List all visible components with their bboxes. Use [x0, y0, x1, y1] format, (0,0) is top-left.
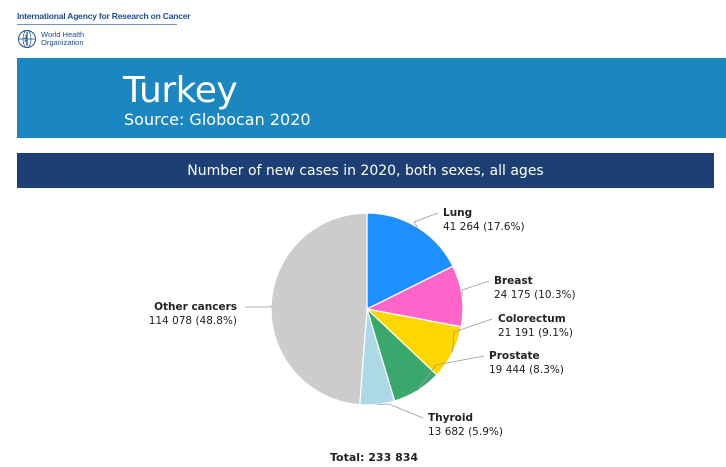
pie-chart: Lung 41 264 (17.6%) Breast 24 175 (10.3%) Co…: [149, 207, 576, 438]
slice-value-label: 24 175 (10.3%): [494, 289, 576, 301]
slice-value-label: 41 264 (17.6%): [443, 221, 525, 233]
who-name-line2: Organization: [41, 38, 84, 47]
who-logo: World Health Organization: [17, 29, 177, 49]
leader-line: [245, 305, 272, 308]
leader-line: [461, 280, 490, 296]
slice-label: Colorectum: [498, 313, 566, 325]
slice-value-label: 19 444 (8.3%): [489, 364, 564, 376]
slice-value-label: 21 191 (9.1%): [498, 327, 573, 339]
who-name: World Health Organization: [41, 31, 84, 47]
chart-subtitle-bar: Number of new cases in 2020, both sexes,…: [17, 153, 714, 188]
leader-line: [452, 318, 493, 353]
slice-label: Lung: [443, 207, 472, 219]
slice-label: Breast: [494, 275, 533, 287]
slice-label: Other cancers: [154, 301, 237, 313]
country-title: Turkey: [123, 70, 238, 111]
iarc-name: International Agency for Research on Can…: [17, 11, 191, 25]
chart-subtitle: Number of new cases in 2020, both sexes,…: [187, 162, 544, 179]
org-header: International Agency for Research on Can…: [17, 11, 191, 49]
total-count: Total: 233 834: [330, 451, 419, 464]
who-name-line1: World Health: [41, 30, 85, 39]
pie-slice-lung: [366, 212, 454, 310]
leader-line: [417, 355, 485, 391]
leader-line: [413, 212, 439, 228]
leader-line: [377, 403, 424, 419]
slice-value-label: 114 078 (48.8%): [149, 315, 237, 327]
slice-value-label: 13 682 (5.9%): [428, 426, 503, 438]
slice-label: Prostate: [489, 350, 540, 362]
source-line: Source: Globocan 2020: [124, 110, 311, 129]
who-emblem-icon: [18, 30, 36, 48]
title-banner: Turkey Source: Globocan 2020: [17, 58, 726, 138]
slice-label: Thyroid: [428, 412, 473, 424]
pie-slice-other-cancers: [270, 212, 368, 406]
